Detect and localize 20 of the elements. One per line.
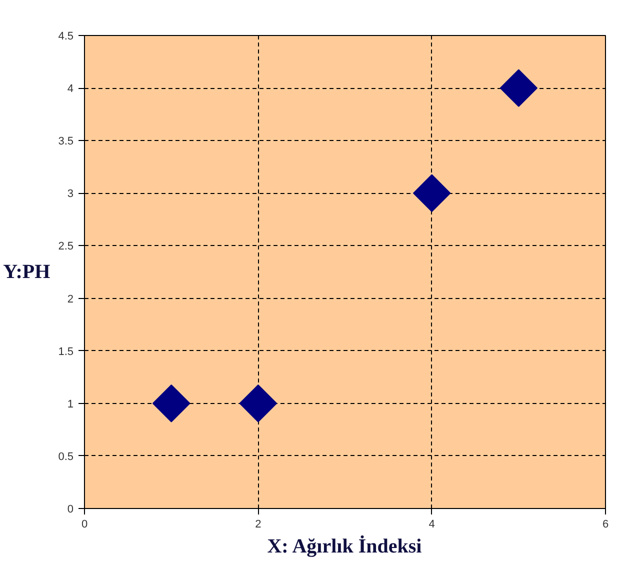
y-tick-label: 3 [67,188,74,200]
x-axis-title: X: Ağırlık İndeksi [267,534,422,558]
y-tick-label: 1.5 [58,346,74,358]
y-tick-label: 1 [67,398,74,410]
y-axis-title: Y:PH [3,261,51,283]
x-tick-label: 2 [255,518,262,530]
point [152,384,190,422]
x-tick-label: 6 [602,518,609,530]
y-tick-label: 2.5 [58,240,74,253]
y-tick-label: 2 [67,293,74,306]
y-tick-label: 4.5 [58,30,74,42]
point [412,174,451,212]
x-tick-label: 0 [81,518,88,530]
point [500,69,538,107]
x-tick-label: 4 [428,518,435,530]
point [239,384,278,422]
y-tick-label: 0.5 [58,450,74,463]
y-tick-label: 3.5 [58,136,74,148]
y-tick-label: 0 [67,504,74,516]
y-tick-label: 4 [67,83,74,96]
